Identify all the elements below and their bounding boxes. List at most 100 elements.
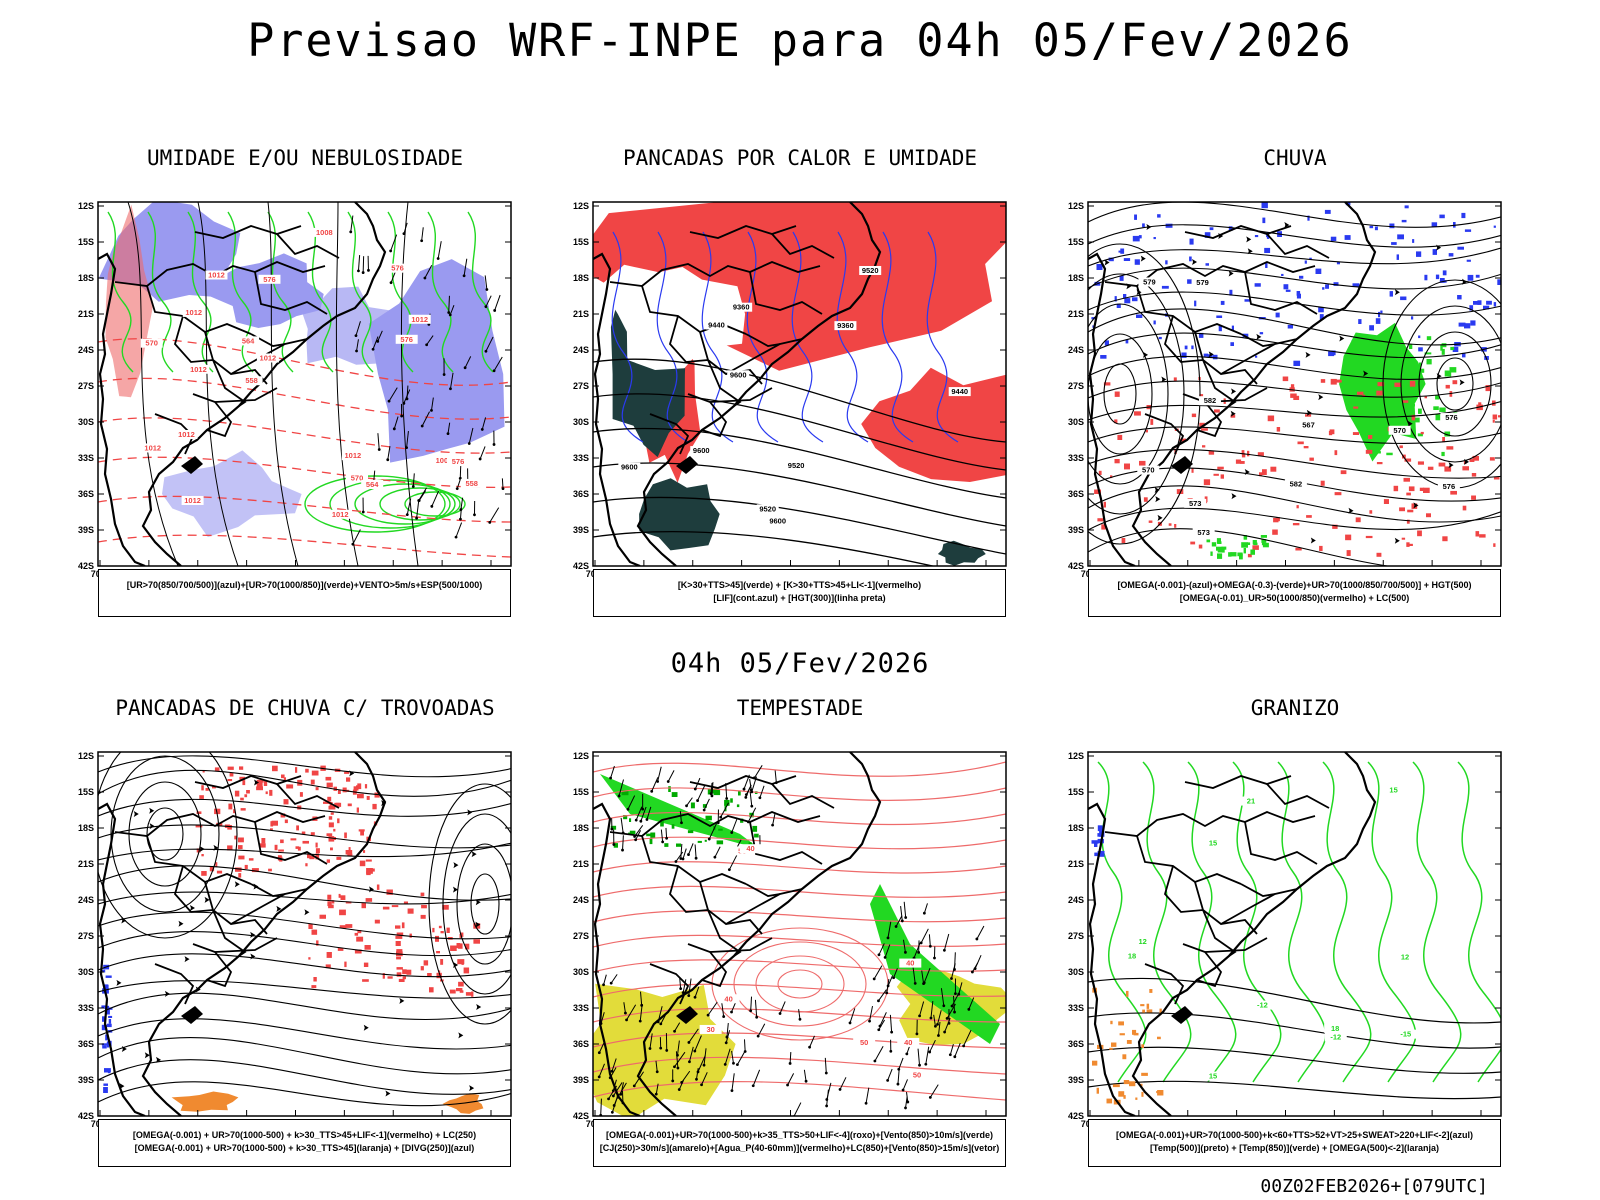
- map-frame: [1087, 751, 1502, 1117]
- storm-red-speck: [229, 772, 234, 777]
- storm-red-speck: [325, 964, 331, 969]
- rain-red-speck: [1462, 466, 1469, 471]
- rain-red-speck: [1438, 462, 1446, 467]
- west-coastline: [98, 252, 146, 566]
- storm-red-speck: [286, 784, 294, 789]
- omega-blue-speck: [1442, 270, 1447, 276]
- wind-vector: [779, 1001, 786, 1014]
- rain-red-speck: [1492, 419, 1495, 423]
- lat-label: 24S: [1068, 345, 1084, 355]
- country-border: [749, 821, 823, 865]
- wind-vector-head: [942, 948, 946, 952]
- wind-vector: [895, 915, 903, 927]
- storm-red-speck: [315, 787, 319, 791]
- country-border: [1136, 835, 1242, 885]
- omega-blue-speck: [1191, 345, 1194, 350]
- rain-red-speck: [1419, 487, 1425, 491]
- omega-blue-speck: [1132, 297, 1138, 302]
- wind-vector-head: [707, 837, 711, 841]
- omega-blue-speck: [1136, 314, 1143, 318]
- country-border: [1220, 888, 1298, 925]
- lif-contour: [656, 231, 689, 443]
- contour-label: 40: [746, 844, 754, 853]
- contour-label-bg: [141, 443, 164, 453]
- rain-red-speck: [1295, 547, 1302, 551]
- flow-arrow: [1161, 376, 1167, 383]
- wind-vector: [372, 336, 379, 350]
- storm-red-speck: [265, 791, 268, 795]
- omega-blue-speck: [1254, 283, 1261, 287]
- wind-vector-head: [706, 1013, 710, 1017]
- wind-vector-head: [597, 1051, 601, 1055]
- wind-vector: [406, 430, 409, 448]
- wind-vector: [887, 975, 894, 987]
- contour-label-bg: [756, 504, 779, 514]
- wind-vector-head: [750, 790, 754, 794]
- wind-vector-head: [386, 458, 390, 462]
- wind-vector: [665, 827, 668, 839]
- contour-label-bg: [1138, 277, 1161, 287]
- rain-red-speck: [1203, 479, 1211, 486]
- omega500-orange-speck: [1092, 1060, 1098, 1066]
- wind-vector-head: [896, 1082, 900, 1086]
- wind-vector-head: [625, 1018, 628, 1022]
- wind-vector-head: [462, 274, 466, 278]
- lat-label: 33S: [1068, 453, 1084, 463]
- wind-vector-head: [905, 1052, 909, 1056]
- omega-blue-speck: [1118, 250, 1121, 253]
- storm-red-speck: [432, 927, 435, 933]
- wind-vector: [826, 1089, 829, 1106]
- wind-vector-head: [730, 1089, 734, 1093]
- omega-blue-speck: [1123, 258, 1131, 261]
- flow-arrow: [399, 997, 405, 1004]
- wind-vector: [943, 933, 950, 951]
- divg-blue-speck: [105, 1034, 108, 1041]
- wind-vector-head: [694, 856, 698, 860]
- wind-vector: [731, 1001, 737, 1013]
- storm-red-speck: [201, 871, 207, 876]
- wind-vector-head: [454, 535, 458, 539]
- panel-granizo: GRANIZO 21 18 15 12 -12 -15 15 12 -12 18 15 12S 15S 1…: [1045, 696, 1545, 1167]
- contour-label-bg: [1202, 838, 1225, 848]
- wind-vector-head: [975, 937, 979, 941]
- contour-label: 40: [724, 994, 732, 1003]
- omega500-orange-speck: [1106, 1098, 1113, 1104]
- wind-vector-head: [402, 232, 406, 236]
- storm-red-speck: [297, 846, 301, 851]
- country-border: [709, 937, 773, 953]
- lat-label: 15S: [1068, 787, 1084, 797]
- panel-legend: [UR>70(850/700/500)](azul)+[UR>70(1000/8…: [98, 569, 511, 617]
- wind-vector: [873, 965, 883, 980]
- rain-red-speck: [1114, 419, 1118, 424]
- wind-vector-head: [950, 1004, 954, 1008]
- storm-red-speck: [238, 837, 244, 843]
- closed-streamline: [1418, 331, 1492, 437]
- omega-green-speck: [1217, 553, 1223, 559]
- wind850-green-speck: [705, 815, 712, 821]
- rain-red-speck: [1353, 406, 1359, 409]
- country-border: [707, 359, 742, 407]
- storm-red-speck: [301, 831, 306, 834]
- country-border: [771, 233, 835, 259]
- omega-blue-speck: [1461, 212, 1466, 219]
- west-coastline: [1088, 252, 1136, 566]
- storm-red-speck: [339, 925, 347, 929]
- storm-red-speck: [295, 846, 299, 849]
- rain-red-speck: [1383, 499, 1389, 504]
- omega-blue-speck: [1483, 305, 1490, 310]
- storm-red-speck: [326, 782, 333, 788]
- streamline: [98, 992, 511, 1021]
- rain-red-speck: [1369, 510, 1373, 514]
- wind-vector-head: [459, 517, 462, 521]
- omega-blue-speck: [1296, 291, 1301, 296]
- storm-red-speck: [335, 802, 340, 805]
- country-border: [1202, 909, 1237, 957]
- omega-green-speck: [1250, 549, 1255, 555]
- wind-vector: [357, 255, 361, 271]
- map-frame: [97, 751, 512, 1117]
- omega-blue-speck: [1424, 274, 1428, 281]
- wind-vector-head: [655, 1070, 659, 1074]
- wind-vector: [484, 275, 488, 290]
- wind-vector-head: [611, 1094, 615, 1098]
- wind-vector-head: [371, 347, 375, 351]
